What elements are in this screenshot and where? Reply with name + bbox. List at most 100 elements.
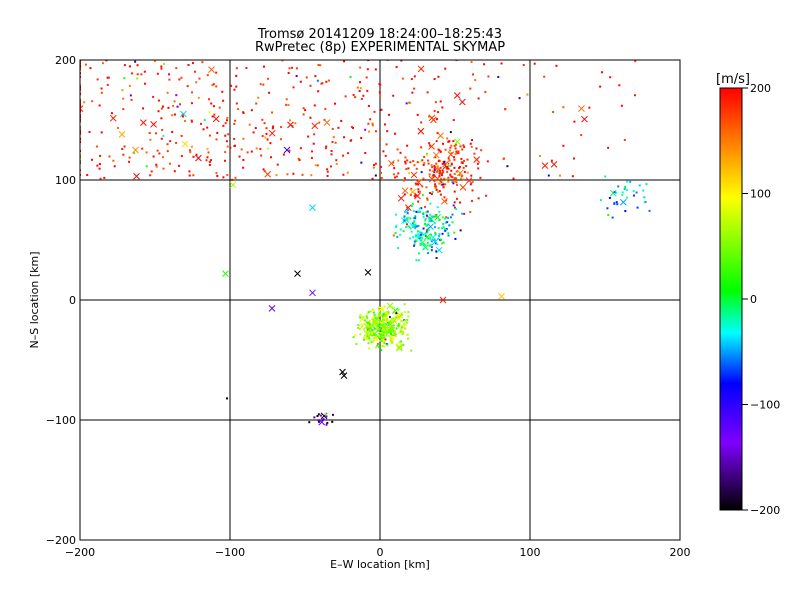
data-point-dot — [352, 336, 355, 339]
data-point-dot — [355, 343, 358, 346]
data-point-cross — [212, 115, 220, 123]
data-point-cross — [429, 234, 437, 241]
data-point-dot — [268, 91, 271, 94]
data-point-dot — [98, 163, 101, 166]
data-point-dot — [470, 145, 473, 148]
data-point-dot — [465, 165, 468, 168]
data-point-dot — [261, 118, 264, 121]
data-point-dot — [155, 163, 158, 166]
data-point-dot — [396, 314, 399, 317]
data-point-dot — [266, 147, 269, 150]
data-point-dot — [378, 314, 381, 317]
data-point-dot — [281, 60, 284, 62]
data-point-dot — [407, 337, 410, 340]
data-point-dot — [215, 85, 218, 88]
data-point-dot — [477, 197, 480, 200]
data-point-dot — [422, 227, 425, 230]
data-point-dot — [382, 331, 385, 334]
data-point-cross — [287, 121, 294, 129]
data-point-dot — [392, 307, 395, 310]
y-tick-label: 100 — [55, 174, 76, 187]
data-point-dot — [269, 142, 272, 145]
data-point-dot — [386, 332, 389, 335]
data-point-dot — [180, 155, 183, 158]
data-point-dot — [415, 167, 418, 170]
data-point-cross — [140, 119, 147, 126]
data-point-dot — [369, 324, 372, 327]
data-point-dot — [141, 147, 144, 150]
data-point-dot — [160, 65, 163, 68]
data-point-dot — [413, 195, 416, 198]
data-point-dot — [616, 203, 619, 206]
data-point-dot — [387, 323, 390, 326]
data-point-dot — [406, 318, 409, 321]
colorbar-ticks: 200 100 0 −100 −200 — [742, 82, 780, 517]
data-point-dot — [359, 314, 362, 317]
data-point-dot — [226, 397, 228, 400]
data-point-dot — [435, 188, 438, 191]
data-point-dot — [386, 330, 389, 333]
data-point-dot — [342, 173, 345, 176]
data-point-dot — [420, 146, 423, 149]
data-point-dot — [392, 337, 395, 340]
data-point-dot — [392, 161, 395, 164]
data-point-dot — [419, 233, 422, 236]
data-point-dot — [382, 324, 385, 327]
data-point-dot — [392, 334, 395, 337]
data-point-dot — [230, 84, 233, 87]
data-point-dot — [384, 312, 387, 315]
data-point-dot — [91, 100, 94, 103]
data-point-dot — [309, 116, 312, 119]
data-point-dot — [272, 125, 275, 128]
data-point-dot — [454, 206, 457, 209]
data-point-dot — [169, 162, 172, 165]
data-point-dot — [420, 236, 423, 239]
data-point-dot — [420, 121, 423, 124]
data-point-dot — [615, 201, 618, 204]
data-point-dot — [437, 75, 440, 78]
data-point-dot — [136, 73, 139, 76]
data-point-dot — [235, 85, 238, 88]
data-point-dot — [635, 191, 638, 194]
data-point-dot — [431, 190, 434, 193]
data-point-dot — [444, 227, 447, 230]
data-point-dot — [374, 346, 377, 349]
data-point-dot — [207, 151, 210, 154]
data-point-dot — [265, 132, 268, 135]
data-point-dot — [372, 319, 375, 322]
data-point-dot — [390, 334, 393, 337]
data-point-dot — [255, 147, 258, 150]
data-point-dot — [292, 86, 295, 89]
data-point-dot — [186, 85, 189, 88]
data-point-dot — [99, 177, 102, 180]
data-point-dot — [455, 177, 458, 180]
data-point-dot — [623, 188, 626, 191]
data-point-dot — [394, 335, 397, 338]
data-point-dot — [160, 137, 163, 140]
data-point-dot — [83, 101, 86, 104]
data-point-dot — [436, 164, 439, 167]
data-point-dot — [614, 191, 617, 194]
data-point-dot — [453, 177, 456, 180]
data-point-dot — [471, 189, 474, 192]
data-point-dot — [438, 235, 441, 238]
data-point-dot — [380, 176, 383, 179]
data-point-dot — [395, 175, 398, 178]
data-point-dot — [414, 193, 417, 196]
data-point-dot — [354, 334, 357, 337]
data-point-dot — [257, 96, 260, 99]
data-point-dot — [382, 334, 385, 337]
data-point-cross — [581, 115, 588, 123]
data-point-dot — [393, 176, 396, 179]
data-point-dot — [309, 84, 312, 87]
data-point-dot — [178, 164, 181, 167]
data-point-dot — [175, 141, 178, 144]
data-point-dot — [122, 153, 125, 156]
data-point-dot — [426, 231, 429, 234]
data-point-dot — [197, 96, 200, 99]
data-point-cross — [311, 122, 319, 130]
data-point-dot — [389, 331, 392, 334]
data-point-dot — [157, 99, 160, 102]
data-point-dot — [242, 158, 245, 161]
data-point-dot — [366, 316, 369, 319]
